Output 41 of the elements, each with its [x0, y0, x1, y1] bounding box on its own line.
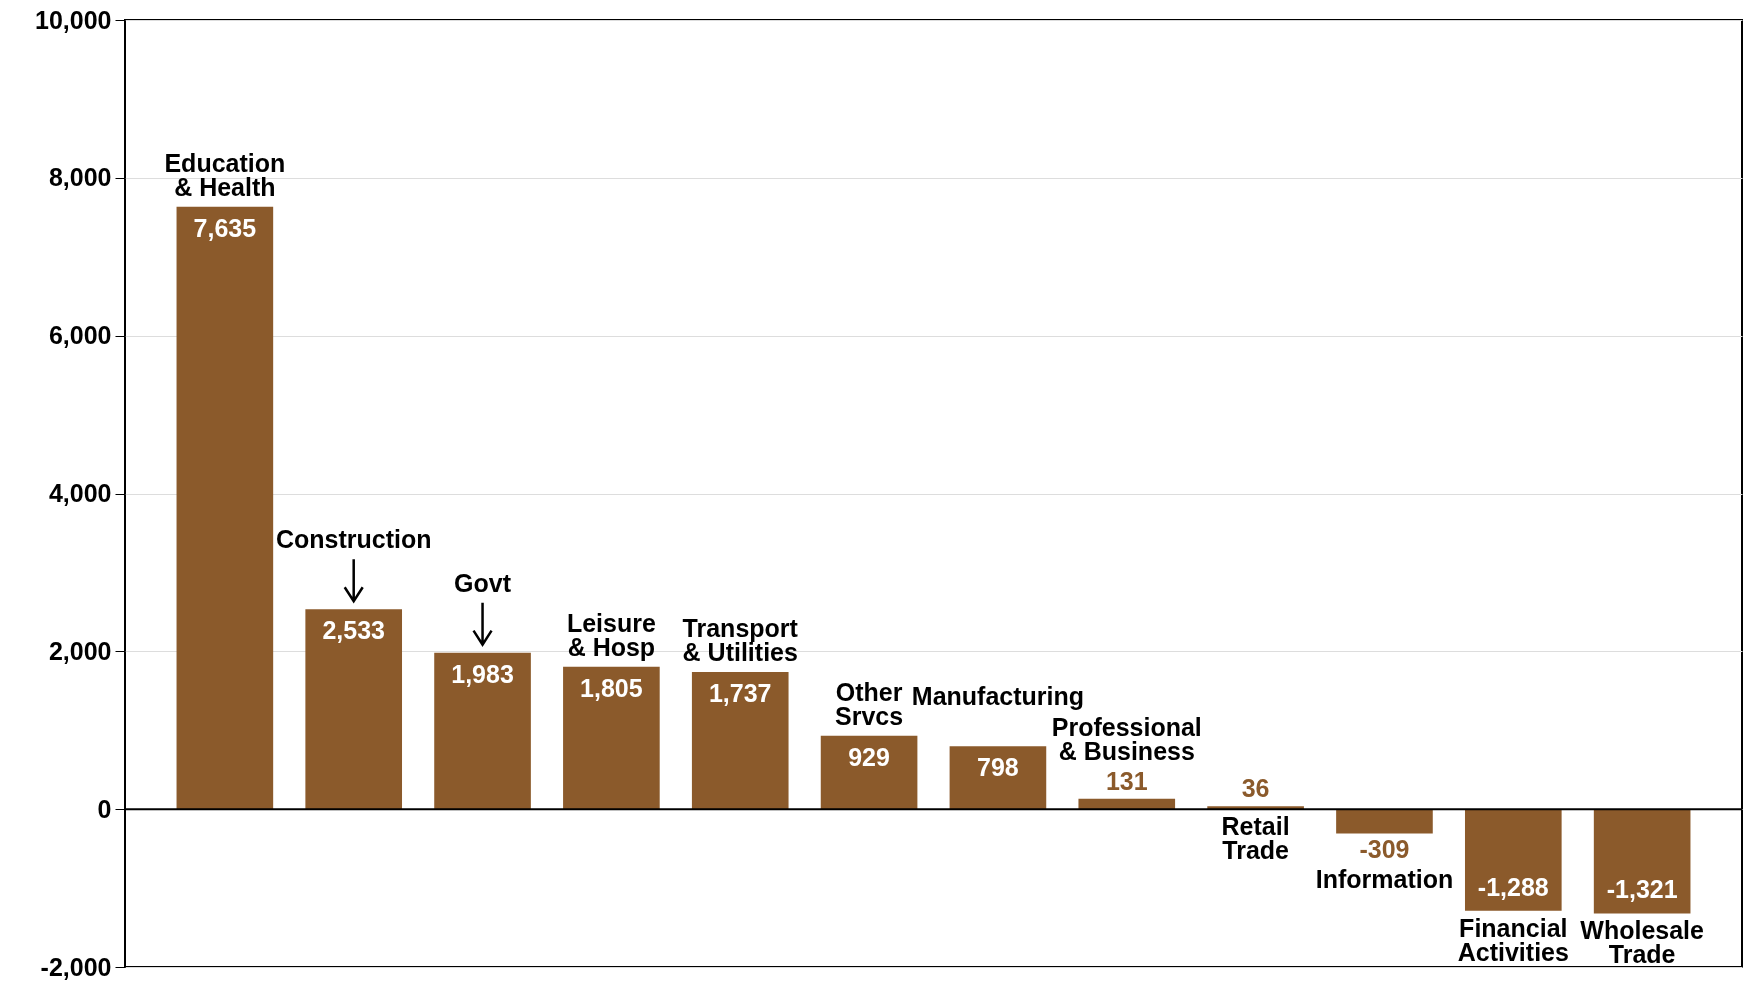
y-tick-label: 10,000	[35, 5, 112, 34]
y-tick-label: 6,000	[48, 321, 112, 350]
data-label: 36	[1241, 774, 1270, 803]
data-label: 929	[848, 742, 890, 771]
data-label: 798	[977, 753, 1019, 782]
x-tick-label: Construction	[275, 525, 432, 554]
data-label: 1,983	[451, 659, 514, 688]
data-label: 2,533	[322, 616, 385, 645]
y-tick-label: -2,000	[40, 952, 112, 981]
data-label: -1,321	[1606, 875, 1678, 904]
x-tick-label: Financial Activities	[1457, 913, 1569, 966]
x-tick-label: Professional & Business	[1051, 712, 1202, 765]
x-tick-label: Other Srvcs	[835, 677, 904, 730]
data-label: -309	[1359, 834, 1410, 863]
data-label: 1,805	[580, 673, 643, 702]
bar	[691, 672, 789, 810]
data-label: 7,635	[193, 213, 257, 242]
x-tick-label: Education & Health	[164, 148, 286, 201]
bar	[949, 746, 1047, 810]
data-label: 131	[1105, 766, 1148, 795]
x-tick-label: Wholesale Trade	[1580, 916, 1705, 969]
data-label: 1,737	[708, 679, 772, 708]
bar	[563, 666, 660, 810]
y-tick-label: 2,000	[48, 636, 112, 665]
x-tick-label: Manufacturing	[911, 682, 1085, 711]
bar	[434, 652, 531, 810]
bar	[1464, 809, 1562, 911]
y-tick-label: 8,000	[48, 163, 112, 192]
y-tick-label: 4,000	[48, 479, 112, 507]
bar	[176, 206, 274, 810]
x-tick-label: Govt	[454, 568, 512, 597]
bar	[305, 609, 403, 810]
data-label: -1,288	[1477, 872, 1549, 901]
x-tick-label: Retail Trade	[1221, 812, 1290, 865]
x-tick-label: Transport & Utilities	[682, 614, 799, 667]
bar	[1336, 809, 1433, 834]
bar	[1593, 809, 1691, 914]
bar	[820, 735, 918, 810]
y-tick-label: 0	[97, 794, 112, 823]
x-tick-label: Leisure & Hosp	[566, 608, 656, 661]
x-tick-label: Information	[1315, 864, 1454, 893]
